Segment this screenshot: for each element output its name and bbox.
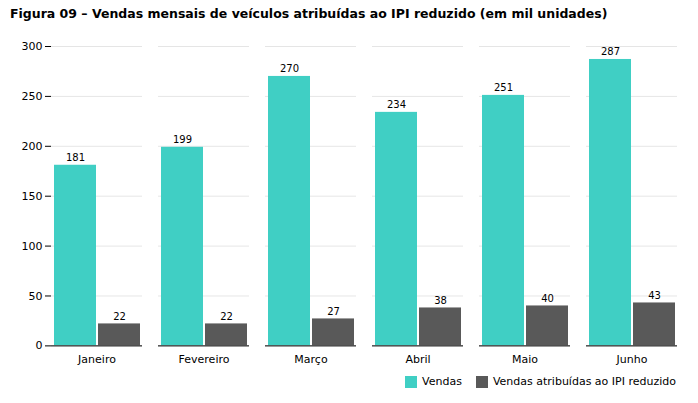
svg-text:Março: Março (294, 352, 328, 365)
svg-text:Abril: Abril (405, 352, 430, 365)
svg-text:270: 270 (280, 63, 299, 74)
svg-text:50: 50 (29, 289, 43, 302)
svg-text:22: 22 (113, 311, 126, 322)
svg-text:27: 27 (327, 306, 340, 317)
svg-text:287: 287 (601, 46, 620, 57)
svg-text:100: 100 (22, 239, 43, 252)
svg-text:Junho: Junho (616, 352, 648, 365)
svg-text:43: 43 (648, 290, 661, 301)
svg-text:251: 251 (494, 82, 513, 93)
svg-text:Fevereiro: Fevereiro (179, 352, 230, 365)
svg-text:Maio: Maio (512, 352, 538, 365)
html-text:Figura 09 – Vendas mensais de: Figura 09 – Vendas mensais de veículos a… (10, 6, 608, 21)
svg-text:Janeiro: Janeiro (77, 352, 116, 365)
svg-text:22: 22 (220, 311, 233, 322)
svg-text:199: 199 (173, 134, 192, 145)
svg-text:234: 234 (387, 99, 406, 110)
html-text:Vendas: Vendas (422, 375, 462, 388)
svg-text:150: 150 (22, 189, 43, 202)
svg-text:0: 0 (36, 339, 43, 352)
svg-text:38: 38 (434, 295, 447, 306)
html-text:Vendas atribuídas ao IPI reduz: Vendas atribuídas ao IPI reduzido (492, 375, 676, 388)
svg-text:250: 250 (22, 90, 43, 103)
svg-text:300: 300 (22, 40, 43, 53)
svg-text:181: 181 (66, 152, 85, 163)
svg-text:200: 200 (22, 139, 43, 152)
svg-text:40: 40 (541, 293, 554, 304)
